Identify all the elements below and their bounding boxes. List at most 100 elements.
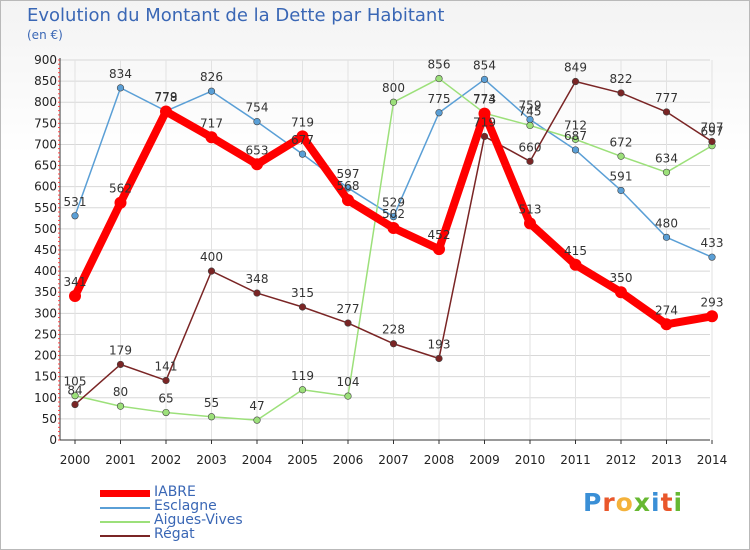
data-label: 719 [473, 115, 496, 129]
data-label: 415 [564, 244, 587, 258]
data-point [389, 98, 398, 106]
data-label: 775 [428, 92, 451, 106]
grid [60, 59, 713, 441]
axes: 0 50 100 150 200 250 300 350 400 450 500 550 600 650 7… [34, 53, 727, 467]
y-tick-label: 650 [34, 159, 57, 173]
data-point [387, 222, 400, 235]
data-labels: 341 562 778 717 653 719 568 502 452 773 513 415 350 2… [64, 58, 724, 414]
logo-letter: t [660, 488, 674, 517]
data-point [71, 212, 79, 220]
chart-title: Evolution du Montant de la Dette par Hab… [27, 5, 445, 26]
data-label: 672 [610, 135, 633, 149]
data-point [571, 135, 580, 143]
data-label: 433 [701, 236, 724, 250]
data-label: 677 [291, 133, 314, 147]
legend-label: Esclagne [154, 498, 217, 514]
data-point [708, 137, 716, 146]
data-label: 597 [337, 167, 360, 181]
y-tick-label: 500 [34, 222, 57, 236]
data-label: 773 [473, 93, 496, 107]
data-label: 350 [610, 271, 633, 285]
data-label: 849 [564, 61, 587, 75]
y-tick-label: 450 [34, 243, 57, 257]
x-tick-label: 2001 [105, 453, 136, 467]
data-point [253, 118, 261, 126]
y-tick-label: 750 [34, 116, 57, 130]
data-point [251, 158, 263, 171]
data-point [344, 319, 352, 327]
data-point [435, 109, 443, 117]
logo-letter: i [673, 488, 684, 517]
data-point [253, 416, 261, 424]
data-label: 84 [67, 384, 82, 398]
data-label: 822 [610, 72, 633, 86]
data-point [617, 152, 625, 160]
data-point [344, 184, 352, 192]
data-label: 277 [337, 302, 360, 316]
y-tick-label: 100 [34, 391, 57, 405]
data-point [205, 131, 218, 144]
data-point [526, 121, 534, 130]
logo-letter: P [583, 488, 603, 517]
x-tick-label: 2004 [242, 453, 273, 467]
legend-label: Régat [154, 526, 195, 542]
data-label: 141 [155, 359, 178, 373]
series-layer [69, 74, 718, 424]
y-tick-label: 350 [34, 285, 57, 299]
data-label: 193 [428, 338, 451, 352]
y-tick-label: 700 [34, 137, 57, 151]
data-point [435, 74, 443, 83]
chart-unit: (en €) [27, 28, 63, 42]
data-label: 854 [473, 58, 496, 72]
y-tick-label: 900 [34, 53, 57, 67]
legend-label: Aigues-Vives [154, 512, 243, 528]
data-label: 119 [291, 369, 314, 383]
data-label: 65 [158, 392, 173, 406]
legend-swatch [100, 490, 150, 497]
x-tick-label: 2006 [333, 453, 364, 467]
y-tick-label: 550 [34, 201, 57, 215]
data-point [571, 77, 580, 86]
y-tick-label: 150 [34, 370, 57, 384]
x-tick-label: 2005 [287, 453, 318, 467]
data-label: 653 [246, 143, 269, 157]
data-point [617, 89, 625, 97]
data-label: 660 [519, 140, 542, 154]
legend-swatch [100, 535, 150, 537]
x-tick-label: 2007 [378, 453, 409, 467]
data-point [116, 360, 125, 369]
data-label: 348 [246, 272, 269, 286]
data-label: 834 [109, 67, 132, 81]
data-point [524, 217, 536, 230]
data-label: 634 [655, 151, 678, 165]
data-point [480, 132, 489, 141]
data-label: 293 [701, 295, 724, 309]
data-label: 697 [701, 125, 724, 139]
data-point [662, 168, 671, 176]
data-label: 778 [155, 91, 178, 105]
data-point [569, 258, 582, 271]
x-tick-label: 2010 [515, 453, 546, 467]
x-tick-label: 2013 [651, 453, 682, 467]
data-point [435, 354, 443, 363]
y-tick-label: 200 [34, 349, 57, 363]
data-point [116, 402, 125, 410]
y-tick-label: 850 [34, 74, 57, 88]
data-label: 707 [701, 120, 724, 134]
data-label: 502 [382, 207, 405, 221]
data-label: 591 [610, 169, 633, 183]
data-label: 531 [64, 195, 87, 209]
logo-letter: o [615, 488, 634, 517]
data-label: 341 [64, 275, 87, 289]
data-point [114, 196, 127, 209]
data-point [480, 75, 489, 84]
data-point [706, 310, 718, 323]
data-point [296, 130, 309, 143]
data-label: 179 [109, 343, 132, 357]
legend-swatch [100, 507, 150, 509]
data-label: 774 [473, 92, 496, 106]
data-point [298, 303, 307, 311]
legend-label: IABRE [154, 484, 196, 500]
data-label: 55 [204, 396, 219, 410]
